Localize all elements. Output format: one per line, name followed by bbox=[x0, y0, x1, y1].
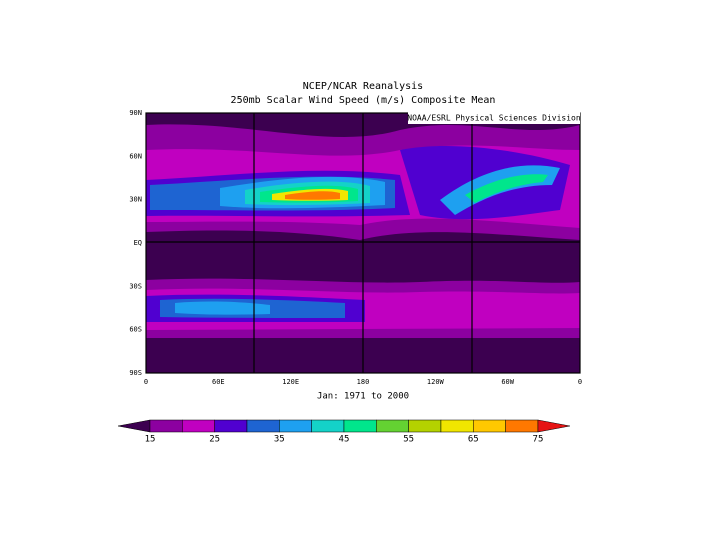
title-line: NCEP/NCAR Reanalysis bbox=[303, 81, 423, 92]
colorbar-end bbox=[537, 419, 571, 433]
colorbar-cell bbox=[279, 419, 312, 433]
lat-label: 90S bbox=[129, 369, 142, 377]
colorbar-cell bbox=[182, 419, 215, 433]
lat-label: 90N bbox=[129, 109, 142, 117]
colorbar-label: 15 bbox=[145, 435, 156, 445]
lat-label: EQ bbox=[134, 239, 142, 247]
colorbar-cell bbox=[311, 419, 345, 433]
colorbar-label: 65 bbox=[468, 435, 479, 445]
colorbar-cell bbox=[408, 419, 442, 433]
lat-label: 30N bbox=[129, 196, 142, 204]
colorbar-end bbox=[117, 419, 151, 433]
colorbar-label: 45 bbox=[339, 435, 350, 445]
colorbar-label: 75 bbox=[533, 435, 544, 445]
colorbar-label: 25 bbox=[209, 435, 220, 445]
period: Jan: 1971 to 2000 bbox=[317, 392, 409, 402]
colorbar-label: 35 bbox=[274, 435, 285, 445]
lat-label: 60S bbox=[129, 326, 142, 334]
lon-label: 120W bbox=[427, 378, 445, 386]
lon-label: 60E bbox=[212, 378, 225, 386]
lon-label: 120E bbox=[282, 378, 299, 386]
lon-label: 0 bbox=[578, 378, 582, 386]
credit-box bbox=[408, 111, 580, 124]
colorbar: 15 25 35 45 55 65 75 bbox=[117, 419, 571, 445]
lat-label: 30S bbox=[129, 282, 142, 290]
colorbar-cell bbox=[246, 419, 280, 433]
colorbar-cell bbox=[343, 419, 377, 433]
colorbar-cell bbox=[440, 419, 474, 433]
lon-label: 60W bbox=[501, 378, 514, 386]
colorbar-cell bbox=[505, 419, 539, 433]
colorbar-cell bbox=[214, 419, 248, 433]
colorbar-cell bbox=[473, 419, 506, 433]
colorbar-label: 55 bbox=[403, 435, 414, 445]
lat-label: 60N bbox=[129, 152, 142, 160]
colorbar-cell bbox=[376, 419, 409, 433]
title-line: 250mb Scalar Wind Speed (m/s) Composite … bbox=[231, 95, 496, 106]
lon-label: 0 bbox=[144, 378, 148, 386]
colorbar-cell bbox=[149, 419, 183, 433]
credit: NOAA/ESRL Physical Sciences Division bbox=[407, 114, 581, 123]
lon-label: 180 bbox=[357, 378, 370, 386]
grid bbox=[145, 112, 581, 374]
